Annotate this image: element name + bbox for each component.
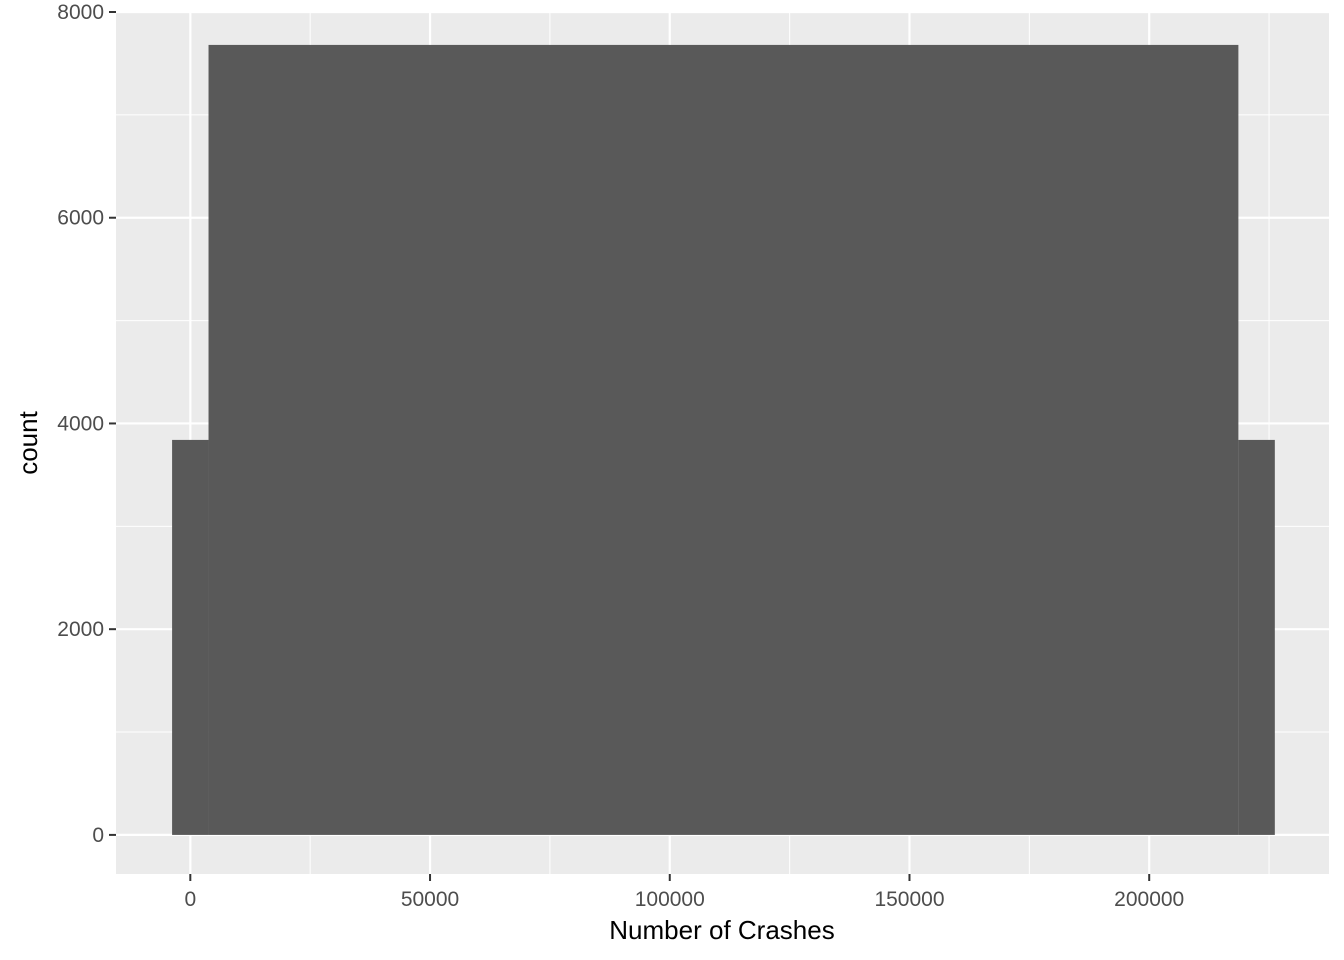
x-tick-label: 200000 — [1114, 888, 1184, 911]
y-axis-title: count — [13, 410, 43, 474]
y-tick-label: 8000 — [57, 1, 104, 24]
histogram-bar — [1238, 439, 1275, 835]
x-tick-label: 50000 — [401, 888, 459, 911]
x-axis: 0 50000 100000 150000 200000 — [184, 874, 1184, 911]
x-tick-label: 0 — [184, 888, 196, 911]
histogram-bar — [172, 439, 209, 835]
histogram-bar — [208, 44, 1239, 835]
y-tick-label: 6000 — [57, 207, 104, 230]
x-tick-label: 100000 — [635, 888, 705, 911]
x-axis-title: Number of Crashes — [609, 915, 834, 945]
y-axis: 0 2000 4000 6000 8000 — [57, 1, 116, 847]
x-tick-label: 150000 — [874, 888, 944, 911]
y-tick-label: 0 — [92, 824, 104, 847]
histogram-bars — [172, 44, 1275, 835]
y-tick-label: 4000 — [57, 412, 104, 435]
y-tick-label: 2000 — [57, 618, 104, 641]
